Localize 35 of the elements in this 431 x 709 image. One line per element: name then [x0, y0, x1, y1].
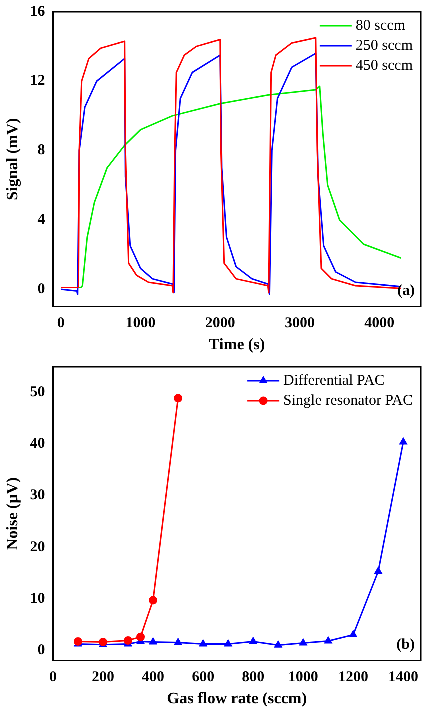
x-tick-label: 800 — [242, 670, 265, 686]
x-tick-label: 1000 — [288, 670, 318, 686]
x-axis-title: Time (s) — [209, 336, 266, 354]
y-tick-label: 10 — [30, 590, 46, 607]
legend-label: 80 sccm — [356, 18, 406, 34]
y-tick-label: 20 — [30, 539, 46, 556]
x-tick-label: 0 — [57, 316, 65, 332]
x-tick-label: 0 — [49, 670, 57, 686]
y-tick-label: 0 — [38, 281, 46, 298]
x-tick-label: 1200 — [338, 670, 368, 686]
y-tick-label: 40 — [30, 436, 46, 452]
y-tick-label: 12 — [30, 73, 46, 90]
y-axis-title: Signal (mV) — [4, 118, 22, 201]
x-tick-label: 3000 — [284, 316, 315, 332]
x-tick-label: 1000 — [126, 316, 156, 332]
legend-label: 450 sccm — [356, 58, 414, 74]
x-tick-label: 200 — [92, 670, 114, 686]
x-axis-title: Gas flow rate (sccm) — [167, 690, 308, 708]
legend-label: 250 sccm — [356, 38, 414, 54]
x-tick-label: 4000 — [364, 316, 395, 332]
y-tick-label: 4 — [38, 212, 46, 228]
y-tick-label: 50 — [30, 384, 46, 401]
annotation: (a) — [398, 283, 415, 300]
y-tick-label: 30 — [30, 488, 46, 504]
legend-label: Single resonator PAC — [284, 392, 414, 409]
y-tick-label: 0 — [38, 642, 46, 658]
legend-label: Differential PAC — [284, 372, 385, 389]
annotation: (b) — [396, 637, 415, 654]
y-axis-title: Noise (µV) — [4, 478, 22, 550]
x-tick-label: 400 — [142, 670, 165, 686]
y-tick-label: 8 — [38, 142, 46, 159]
y-tick-label: 16 — [30, 4, 46, 20]
x-tick-label: 1400 — [388, 670, 418, 686]
x-tick-label: 600 — [192, 670, 215, 686]
x-tick-label: 2000 — [205, 316, 236, 332]
